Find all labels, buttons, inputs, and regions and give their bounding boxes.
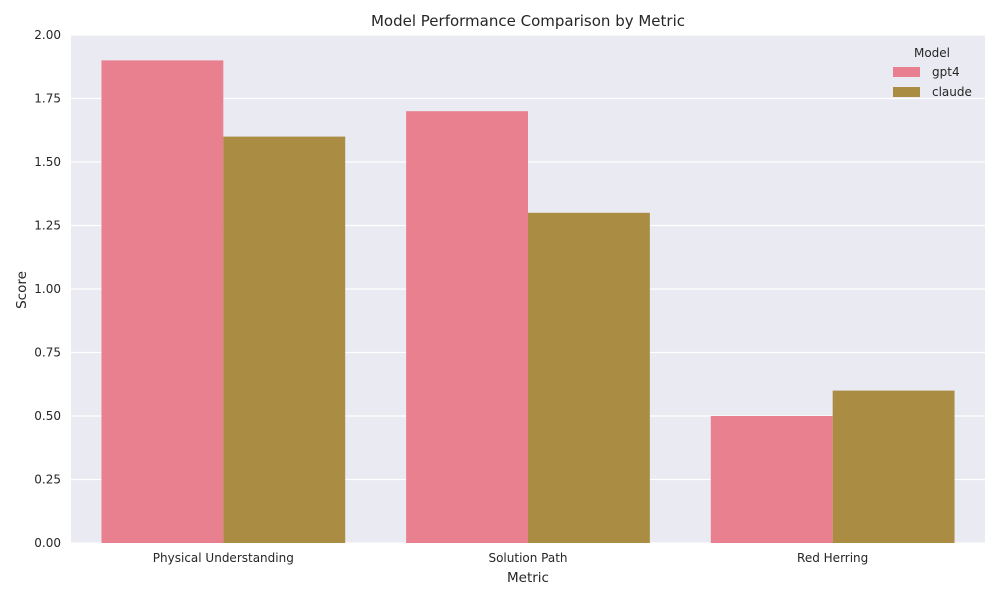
x-tick-label: Solution Path (488, 551, 567, 565)
y-tick-label: 0.00 (34, 536, 61, 550)
bar-gpt4 (710, 416, 833, 543)
y-axis-title: Score (14, 271, 30, 309)
x-tick-label: Physical Understanding (153, 551, 294, 565)
bar-claude (223, 136, 346, 543)
legend-title: Model (914, 46, 950, 60)
legend-swatch-claude (893, 87, 920, 97)
bar-gpt4 (406, 111, 528, 543)
legend-label-claude: claude (932, 85, 972, 99)
x-axis-ticks: Physical Understanding Solution Path Red H… (153, 551, 868, 565)
legend-swatch-gpt4 (893, 67, 920, 77)
y-tick-label: 1.25 (34, 219, 61, 233)
bar-claude (832, 390, 955, 543)
bars (101, 60, 955, 544)
legend: Model gpt4 claude (893, 46, 972, 99)
chart-title: Model Performance Comparison by Metric (371, 12, 685, 30)
legend-label-gpt4: gpt4 (932, 65, 960, 79)
x-tick-label: Red Herring (797, 551, 868, 565)
y-axis-ticks: 0.00 0.25 0.50 0.75 1.00 1.25 1.50 1.75 2.00 (34, 28, 61, 550)
legend-items: gpt4 claude (893, 65, 972, 99)
bar-claude (528, 212, 650, 544)
x-axis-title: Metric (507, 570, 549, 586)
bar-gpt4 (101, 60, 224, 544)
y-tick-label: 0.75 (34, 346, 61, 360)
y-tick-label: 2.00 (34, 28, 61, 42)
y-tick-label: 1.75 (34, 92, 61, 106)
y-tick-label: 0.25 (34, 473, 61, 487)
y-tick-label: 1.50 (34, 155, 61, 169)
y-tick-label: 0.50 (34, 409, 61, 423)
y-tick-label: 1.00 (34, 282, 61, 296)
